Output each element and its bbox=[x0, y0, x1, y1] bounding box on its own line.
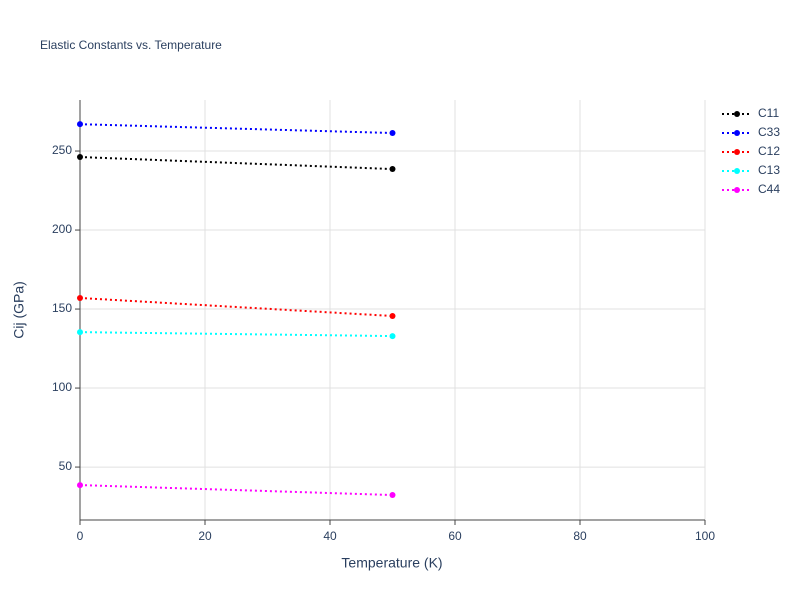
legend-marker bbox=[734, 187, 740, 193]
series-line bbox=[79, 331, 393, 338]
legend-label: C13 bbox=[758, 163, 780, 177]
y-tick-label: 100 bbox=[52, 380, 72, 394]
y-tick-label: 50 bbox=[59, 459, 73, 473]
x-tick-label: 100 bbox=[695, 529, 715, 543]
data-point bbox=[77, 329, 83, 336]
data-point bbox=[389, 492, 396, 499]
series-line bbox=[79, 123, 393, 135]
y-tick-label: 250 bbox=[52, 143, 72, 157]
legend-marker bbox=[734, 111, 740, 117]
x-tick-label: 20 bbox=[198, 529, 212, 543]
data-point bbox=[77, 154, 83, 161]
data-point bbox=[389, 130, 396, 137]
legend-label: C33 bbox=[758, 125, 780, 139]
legend-marker bbox=[734, 149, 740, 155]
y-tick-label: 150 bbox=[52, 301, 72, 315]
data-point bbox=[77, 482, 83, 489]
legend-marker bbox=[734, 168, 740, 174]
legend-marker bbox=[734, 130, 740, 136]
x-tick-label: 40 bbox=[323, 529, 337, 543]
series-line bbox=[79, 156, 393, 171]
data-point bbox=[77, 294, 83, 301]
legend-label: C12 bbox=[758, 144, 780, 158]
y-tick-label: 200 bbox=[52, 222, 72, 236]
x-tick-label: 80 bbox=[573, 529, 587, 543]
x-tick-label: 0 bbox=[77, 529, 84, 543]
x-axis-title: Temperature (K) bbox=[341, 555, 442, 571]
legend-label: C11 bbox=[758, 106, 779, 120]
series-line bbox=[79, 296, 393, 318]
data-point bbox=[389, 333, 396, 340]
x-tick-label: 60 bbox=[448, 529, 462, 543]
series-line bbox=[79, 484, 393, 497]
y-axis-title: Cij (GPa) bbox=[11, 281, 27, 339]
data-point bbox=[389, 166, 396, 173]
data-point bbox=[77, 121, 83, 128]
chart-title: Elastic Constants vs. Temperature bbox=[40, 38, 222, 52]
legend-label: C44 bbox=[758, 182, 780, 196]
data-point bbox=[389, 313, 396, 320]
